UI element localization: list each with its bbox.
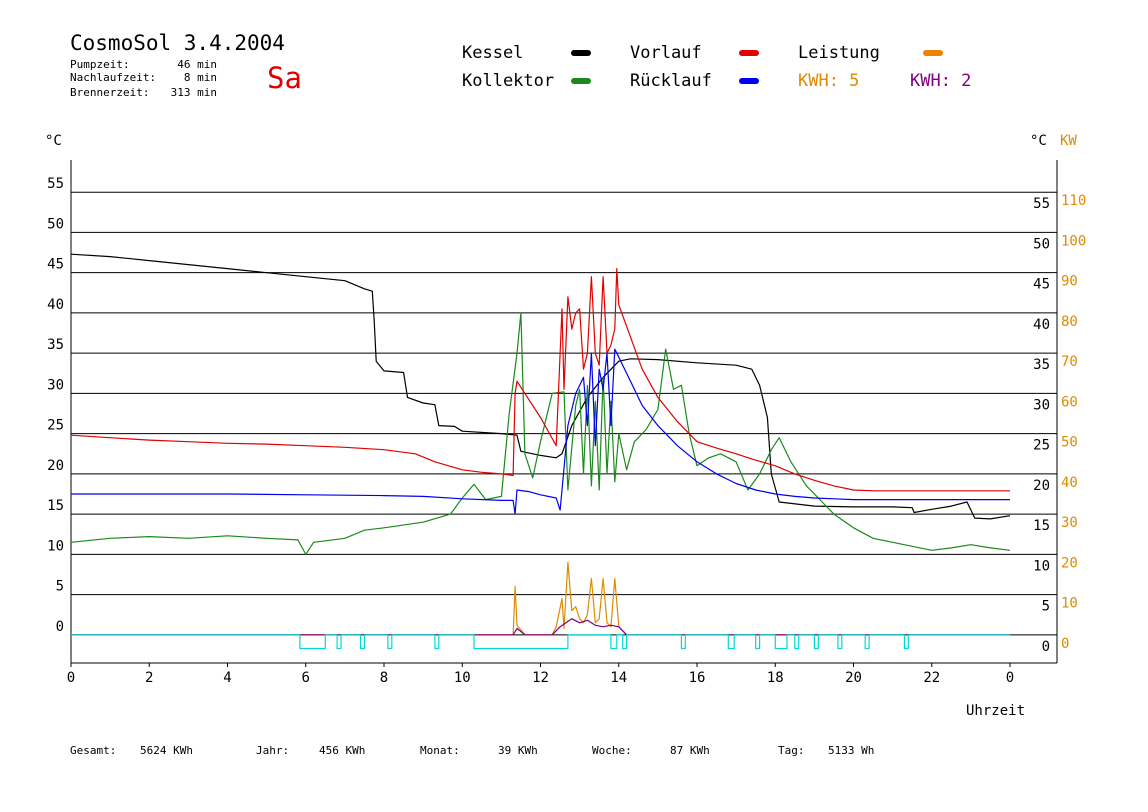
y-tick-label: 20 <box>47 458 64 474</box>
x-tick-label: 0 <box>1006 670 1014 686</box>
y-tick-label: 10 <box>47 538 64 554</box>
y2-tick-label: 10 <box>1061 596 1078 612</box>
footer-jahr-label: Jahr: <box>256 744 289 757</box>
x-tick-label: 6 <box>302 670 310 686</box>
y-tick-label: 5 <box>56 579 64 595</box>
x-tick-label: 4 <box>223 670 231 686</box>
y-tick-label-right: 0 <box>1042 639 1050 655</box>
x-tick-label: 10 <box>454 670 471 686</box>
y-tick-label-right: 5 <box>1042 599 1050 615</box>
brennerzeit-value: 313 min <box>171 86 217 99</box>
y2-tick-label: 80 <box>1061 314 1078 330</box>
footer-gesamt-label: Gesamt: <box>70 744 116 757</box>
y-tick-label: 40 <box>47 297 64 313</box>
y-tick-label: 25 <box>47 418 64 434</box>
footer-tag-value: 5133 Wh <box>828 744 874 757</box>
legend-vorlauf-label: Vorlauf <box>630 43 702 63</box>
y-tick-label: 30 <box>47 377 64 393</box>
x-axis-label: Uhrzeit <box>966 703 1025 719</box>
brennerzeit-label: Brennerzeit: <box>70 86 149 99</box>
weekday-label: Sa <box>267 61 302 95</box>
series-line-kwh-2 <box>71 618 1010 636</box>
y2-tick-label: 60 <box>1061 394 1078 410</box>
series-line-r-cklauf <box>71 348 1010 515</box>
footer-jahr-value: 456 KWh <box>319 744 365 757</box>
y2-tick-label: 30 <box>1061 515 1078 531</box>
x-tick-label: 12 <box>532 670 549 686</box>
y-tick-label-right: 15 <box>1033 518 1050 534</box>
series-line-kessel <box>70 253 1011 520</box>
footer-woche-value: 87 KWh <box>670 744 710 757</box>
y-tick-label: 0 <box>56 619 64 635</box>
y-tick-label-right: 50 <box>1033 236 1050 252</box>
y-tick-label: 35 <box>47 337 64 353</box>
nachlaufzeit-value: 8 min <box>184 71 217 84</box>
left-unit-label: °C <box>45 133 62 149</box>
legend-kwh-solar: KWH: 5 <box>798 71 859 91</box>
y-tick-label-right: 40 <box>1033 317 1050 333</box>
y2-tick-label: 40 <box>1061 475 1078 491</box>
y-tick-label: 15 <box>47 498 64 514</box>
nachlaufzeit-label: Nachlaufzeit: <box>70 71 156 84</box>
x-tick-label: 20 <box>845 670 862 686</box>
chart-title: CosmoSol 3.4.2004 <box>70 31 285 55</box>
pumpzeit-label: Pumpzeit: <box>70 58 130 71</box>
footer-monat-label: Monat: <box>420 744 460 757</box>
series-line-leistung <box>71 561 1010 636</box>
x-tick-label: 16 <box>689 670 706 686</box>
right-unit2-label: KW <box>1060 133 1077 149</box>
series-line-vorlauf <box>70 268 1010 492</box>
footer-monat-value: 39 KWh <box>498 744 538 757</box>
y-tick-label-right: 10 <box>1033 558 1050 574</box>
footer-gesamt-value: 5624 KWh <box>140 744 193 757</box>
series-line-kollektor <box>70 312 1011 556</box>
y2-tick-label: 0 <box>1061 636 1069 652</box>
y2-tick-label: 20 <box>1061 555 1078 571</box>
y-tick-label: 55 <box>47 176 64 192</box>
x-tick-label: 0 <box>67 670 75 686</box>
legend-kollektor-label: Kollektor <box>462 71 554 91</box>
x-tick-label: 22 <box>923 670 940 686</box>
legend-kwh-burner: KWH: 2 <box>910 71 971 91</box>
x-tick-label: 18 <box>767 670 784 686</box>
legend-kessel-label: Kessel <box>462 43 523 63</box>
x-tick-label: 14 <box>610 670 627 686</box>
y2-tick-label: 90 <box>1061 274 1078 290</box>
footer-woche-label: Woche: <box>592 744 632 757</box>
y-tick-label-right: 55 <box>1033 196 1050 212</box>
y-tick-label-right: 35 <box>1033 357 1050 373</box>
y2-tick-label: 50 <box>1061 435 1078 451</box>
y-tick-label-right: 20 <box>1033 478 1050 494</box>
legend-leistung-label: Leistung <box>798 43 880 63</box>
right-unit-label: °C <box>1030 133 1047 149</box>
y-tick-label: 45 <box>47 257 64 273</box>
x-tick-label: 8 <box>380 670 388 686</box>
x-tick-label: 2 <box>145 670 153 686</box>
y-tick-label-right: 25 <box>1033 438 1050 454</box>
y-tick-label-right: 45 <box>1033 277 1050 293</box>
pumpzeit-value: 46 min <box>177 58 217 71</box>
y-tick-label: 50 <box>47 216 64 232</box>
y2-tick-label: 110 <box>1061 193 1086 209</box>
series-line-brenner <box>71 634 1010 650</box>
footer-tag-label: Tag: <box>778 744 805 757</box>
y2-tick-label: 100 <box>1061 233 1086 249</box>
y2-tick-label: 70 <box>1061 354 1078 370</box>
y-tick-label-right: 30 <box>1033 397 1050 413</box>
legend-ruecklauf-label: Rücklauf <box>630 71 712 91</box>
